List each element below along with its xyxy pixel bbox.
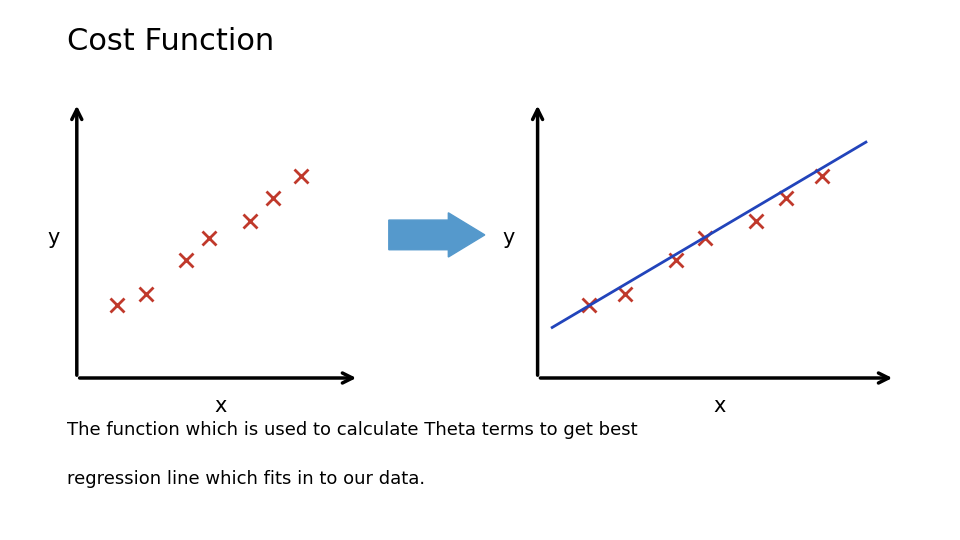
Text: regression line which fits in to our data.: regression line which fits in to our dat… xyxy=(67,470,425,488)
Text: x: x xyxy=(714,396,726,416)
Text: x: x xyxy=(215,396,227,416)
Text: y: y xyxy=(502,227,515,248)
Text: Cost Function: Cost Function xyxy=(67,27,275,56)
Text: y: y xyxy=(48,227,60,248)
Text: The function which is used to calculate Theta terms to get best: The function which is used to calculate … xyxy=(67,421,637,439)
